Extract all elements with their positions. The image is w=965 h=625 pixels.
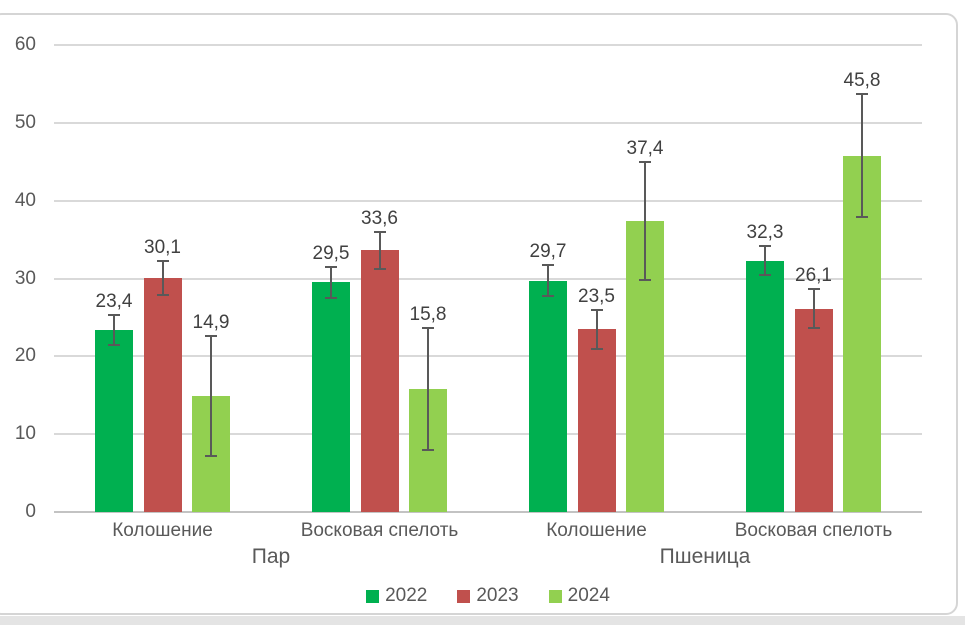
y-axis-tick-label: 0 [25,501,36,522]
error-bar-line [644,161,646,281]
error-bar-line [161,260,164,295]
error-bar-cap-top [807,288,820,291]
error-bar-cap-bottom [639,279,651,282]
y-axis-tick-label: 50 [14,111,36,133]
x-axis-category-label: Колошение [546,520,647,541]
data-label: 45,8 [843,70,881,92]
error-bar-cap-top [590,308,603,311]
error-bar-line [378,231,381,270]
error-bar-cap-top [108,314,120,317]
legend-label: 2022 [385,585,428,606]
data-label: 15,8 [409,304,447,326]
error-bar-cap-top [325,265,337,268]
error-bar-cap-bottom [108,343,120,346]
error-bar-cap-bottom [856,216,868,218]
y-axis-tick-label: 10 [14,423,36,445]
error-bar-cap-top [639,160,651,163]
y-axis-tick-label: 20 [14,345,36,367]
bar-2023-2 [577,329,616,512]
bar-2022-3 [746,260,784,512]
data-label: 32,3 [746,221,784,243]
bar-2023-1 [360,250,399,512]
data-label: 26,1 [795,265,832,287]
error-bar-line [547,265,549,297]
data-label: 37,4 [626,137,664,159]
error-bar-line [210,336,212,456]
error-bar-cap-top [422,327,434,330]
window-bottom-edge [0,616,965,625]
error-bar-cap-bottom [205,454,217,457]
error-bar-cap-top [205,335,217,338]
x-axis-category-label: Восковая спелоть [734,520,893,541]
error-bar-cap-bottom [759,274,771,277]
gridline [54,44,922,46]
bar-2022-2 [529,280,567,512]
bar-2023-3 [794,308,833,512]
bar-2022-1 [312,282,350,512]
error-bar-cap-top [759,244,771,247]
gridline [54,199,922,202]
error-bar-cap-top [373,230,386,233]
x-axis-category-label: Восковая спелоть [300,520,459,541]
legend-label: 2024 [567,585,610,606]
error-bar-line [113,315,115,345]
x-axis-group-label: Пар [251,545,291,568]
legend: 2022 2023 2024 [54,584,922,608]
axis-baseline [54,511,922,513]
error-bar-line [595,309,598,349]
data-label: 14,9 [192,312,230,334]
data-label: 30,1 [144,236,181,258]
bar-2023-0 [143,277,182,512]
error-bar-cap-bottom [590,347,603,350]
y-axis-tick-label: 60 [14,34,36,55]
y-axis-tick-label: 30 [14,267,36,289]
gridline [54,277,922,280]
error-bar-line [861,94,863,217]
error-bar-line [330,266,332,298]
error-bar-cap-bottom [542,295,554,298]
error-bar-cap-bottom [807,327,820,330]
legend-swatch-icon [366,589,380,603]
legend-label: 2023 [476,585,519,606]
data-label: 23,4 [95,291,133,313]
legend-swatch-icon [457,589,471,603]
gridline [54,355,922,358]
legend-item-2023: 2023 [457,584,519,608]
legend-swatch-icon [548,589,562,603]
error-bar-cap-top [156,259,169,262]
bar-2022-0 [95,329,133,512]
data-label: 29,7 [529,241,567,263]
error-bar-line [812,289,815,329]
gridline [54,121,922,124]
data-label: 29,5 [312,242,350,264]
error-bar-line [764,245,766,276]
data-label: 23,5 [578,285,615,307]
x-axis-group-label: Пшеница [659,545,751,568]
error-bar-cap-top [856,93,868,96]
data-label: 33,6 [361,207,398,229]
error-bar-cap-bottom [325,296,337,299]
chart-frame: 0 10 20 30 40 50 60 23,4 30,1 14,9 Колошение 29,5 33… [0,13,958,615]
error-bar-cap-top [542,264,554,267]
error-bar-cap-bottom [156,293,169,296]
gridline [54,433,922,436]
error-bar-line [427,328,429,450]
legend-item-2022: 2022 [366,584,427,608]
y-axis-tick-label: 40 [14,189,36,211]
legend-item-2024: 2024 [548,584,610,608]
error-bar-cap-bottom [373,268,386,271]
error-bar-cap-bottom [422,448,434,451]
x-axis-category-label: Колошение [112,520,213,541]
